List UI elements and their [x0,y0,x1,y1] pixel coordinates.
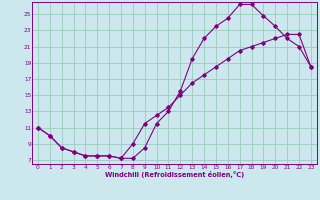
X-axis label: Windchill (Refroidissement éolien,°C): Windchill (Refroidissement éolien,°C) [105,171,244,178]
